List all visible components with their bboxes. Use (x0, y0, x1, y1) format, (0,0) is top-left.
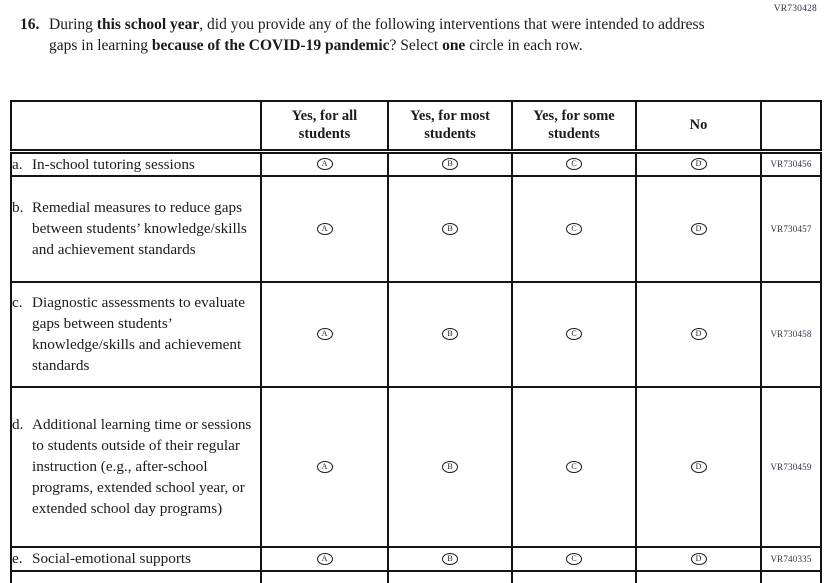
bubble-option-c[interactable]: C (566, 328, 582, 341)
bubble-option-a[interactable]: A (316, 158, 333, 171)
question-number: 16. (20, 16, 40, 33)
header-no: No (635, 100, 762, 154)
question-16: 16. During this school year, did you pro… (20, 14, 710, 56)
row-code: VR730458 (760, 280, 822, 388)
bubble-option-b[interactable]: B (442, 328, 458, 341)
header-yes-some: Yes, for some students (511, 100, 637, 154)
bubble-option-a[interactable]: A (316, 222, 333, 235)
row-label: Diagnostic assessments to evaluate gaps … (32, 294, 245, 374)
bubble-option-b[interactable]: B (442, 460, 458, 473)
row-code: VR740335 (760, 545, 822, 572)
header-yes-all: Yes, for all students (260, 100, 389, 154)
row-label: In-school tutoring sessions (32, 155, 195, 173)
row-letter: a. (12, 155, 23, 173)
question-segment-bold: this school year (96, 16, 200, 33)
bubble-option-c[interactable]: C (566, 158, 582, 171)
bubble-option-c[interactable]: C (566, 460, 582, 473)
bubble-option-b[interactable]: B (442, 552, 458, 565)
bubble-option-a[interactable]: A (316, 552, 333, 565)
row-label: Social-emotional supports (32, 550, 192, 567)
bubble-option-d[interactable]: D (690, 552, 707, 565)
bubble-option-d[interactable]: D (690, 460, 707, 473)
bubble-option-b[interactable]: B (442, 222, 458, 235)
bubble-option-c[interactable]: C (566, 552, 582, 565)
row-code: VR730457 (760, 174, 822, 283)
question-segment-bold: one (442, 37, 466, 54)
bubble-option-d[interactable]: D (690, 328, 707, 341)
row-label: Additional learning time or sessions to … (32, 416, 252, 517)
bubble-option-a[interactable]: A (316, 328, 333, 341)
response-matrix-table: Yes, for all students Yes, for most stud… (10, 100, 822, 583)
row-letter: e. (12, 550, 23, 567)
row-letter: c. (12, 294, 23, 311)
table-row-d: d. Additional learning time or sessions t… (10, 385, 822, 548)
question-segment: circle in each row. (465, 37, 583, 54)
table-row-a: a. In-school tutoring sessions A B C D VR… (10, 150, 822, 177)
question-text: During this school year, did you provide… (49, 14, 710, 56)
row-code: VR730459 (760, 385, 822, 548)
question-segment-bold: because of the COVID-19 pandemic (151, 37, 390, 54)
row-label: Remedial measures to reduce gaps between… (32, 199, 247, 258)
header-code-empty (760, 100, 822, 154)
table-row-b: b. Remedial measures to reduce gaps betwe… (10, 174, 822, 283)
page-code: VR730428 (773, 4, 817, 14)
bubble-option-d[interactable]: D (690, 158, 707, 171)
question-segment: , did you provide any of the following i… (49, 16, 705, 54)
table-row-e: e. Social-emotional supports A B C D VR74… (10, 545, 822, 572)
bubble-option-b[interactable]: B (442, 158, 458, 171)
bubble-option-c[interactable]: C (566, 222, 582, 235)
table-row-c: c. Diagnostic assessments to evaluate gap… (10, 280, 822, 388)
header-empty (10, 100, 262, 154)
header-yes-most: Yes, for most students (387, 100, 513, 154)
question-segment: During (49, 16, 97, 33)
table-row-partial (10, 569, 822, 583)
question-segment: ? Select (389, 37, 443, 54)
row-code: VR730456 (760, 150, 822, 177)
header-row: Yes, for all students Yes, for most stud… (10, 100, 822, 154)
row-letter: b. (12, 199, 24, 216)
row-letter: d. (12, 416, 24, 433)
bubble-option-a[interactable]: A (316, 460, 333, 473)
bubble-option-d[interactable]: D (690, 222, 707, 235)
